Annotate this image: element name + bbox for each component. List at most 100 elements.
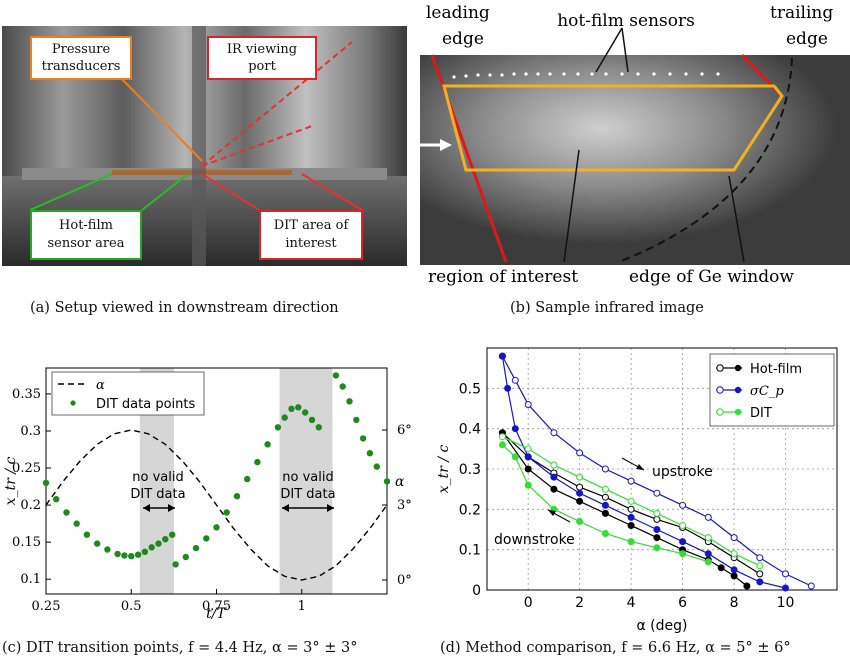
series-4-point-10 xyxy=(756,562,764,570)
setup-callout-lines xyxy=(29,41,363,211)
annot-right-line1: no valid xyxy=(282,470,333,485)
series-1-point-2 xyxy=(550,485,558,493)
caption-a: (a) Setup viewed in downstream direction xyxy=(30,300,339,316)
series-4-point-3 xyxy=(576,473,584,481)
d-ytick-label-2: 0.2 xyxy=(459,502,481,518)
series-3-point-13 xyxy=(782,584,789,592)
series-5-point-1 xyxy=(511,453,519,461)
series-3-point-7 xyxy=(627,513,635,521)
series-3-point-10 xyxy=(704,550,712,558)
legend-alpha-label: α xyxy=(96,378,105,393)
chart-c-xlabel: t/T xyxy=(206,606,227,622)
dit-point-7 xyxy=(114,550,121,558)
series-4-point-1 xyxy=(524,445,532,453)
c-xtick-label-2: 0.75 xyxy=(202,599,231,614)
flow-arrow xyxy=(420,139,452,151)
dit-point-24 xyxy=(254,458,261,466)
legend-cp-swatch-filled xyxy=(734,386,742,394)
series-5-point-8 xyxy=(679,550,687,558)
legend-dit-swatch-open xyxy=(716,408,724,416)
dit-point-5 xyxy=(94,540,101,547)
label-dit-area-of-interest: DIT area of interest xyxy=(259,210,363,260)
annotation-downstroke: downstroke xyxy=(494,509,575,548)
series-3-point-4 xyxy=(550,473,558,481)
roi-pointer-line xyxy=(563,149,580,263)
series-1-point-5 xyxy=(627,522,635,529)
series-4-point-8 xyxy=(704,534,712,542)
series-3-point-6 xyxy=(601,501,609,509)
dit-point-19 xyxy=(203,535,210,542)
dit-point-37 xyxy=(359,435,367,442)
ir-port-callout-line-1 xyxy=(201,41,353,167)
dit-point-26 xyxy=(274,424,282,431)
series-2-point-6 xyxy=(627,477,635,485)
dit-point-30 xyxy=(302,409,309,416)
label-pressure-line2: transducers xyxy=(41,59,121,74)
label-region-of-interest: region of interest xyxy=(428,267,578,287)
dit-point-31 xyxy=(308,416,316,424)
c-rtick-label-1: 3° xyxy=(397,498,412,513)
series-3-point-1 xyxy=(504,384,512,392)
series-0-point-4 xyxy=(601,493,609,501)
series-3-point-9 xyxy=(679,538,687,546)
label-edge-of-ge-window: edge of Ge window xyxy=(629,267,794,287)
dit-point-39 xyxy=(373,463,380,470)
dit-point-32 xyxy=(315,424,322,431)
c-xtick-label-3: 1 xyxy=(298,599,306,614)
d-ytick-label-4: 0.4 xyxy=(459,422,481,438)
series-4-point-0 xyxy=(498,433,506,441)
region-of-interest-box xyxy=(442,84,784,172)
label-trailing-line2: edge xyxy=(786,29,828,49)
series-2-point-10 xyxy=(730,534,738,542)
panel-a-setup-photo: Pressure transducers IR viewing port Hot… xyxy=(2,26,407,266)
series-1-point-4 xyxy=(601,509,609,517)
d-ytick-label-1: 0.1 xyxy=(459,543,481,559)
label-hotfilm-sensors: hot-film sensors xyxy=(557,11,695,31)
dit-callout-line-2 xyxy=(301,173,363,211)
series-2-point-3 xyxy=(550,429,558,437)
panel-b-infrared-image: leading edge hot-film sensors trailing e… xyxy=(414,0,850,300)
series-2-point-4 xyxy=(576,449,584,457)
series-2-point-5 xyxy=(601,465,609,473)
series-2-point-12 xyxy=(782,570,789,578)
hot-film-pointer-lines xyxy=(595,27,629,73)
dit-point-3 xyxy=(73,520,80,527)
caption-c: (c) DIT transition points, f = 4.4 Hz, α… xyxy=(2,640,358,656)
series-3-line xyxy=(501,356,786,589)
series-1-point-6 xyxy=(653,534,661,542)
label-leading-line1: leading xyxy=(426,3,490,23)
c-rtick-label-0: 0° xyxy=(397,573,412,588)
hotfilm-callout-line-1 xyxy=(29,173,113,211)
series-2-point-1 xyxy=(511,376,519,384)
series-0-point-6 xyxy=(653,515,661,523)
dit-point-20 xyxy=(213,524,220,531)
series-4-point-2 xyxy=(550,461,558,469)
dit-point-13 xyxy=(155,540,162,547)
label-ir-line1: IR viewing xyxy=(226,42,298,57)
series-5-point-6 xyxy=(627,538,635,546)
c-ytick-label-3: 0.25 xyxy=(12,461,41,476)
panel-c-chart: 0.25 0.5 0.75 1 0.1 0.15 0.2 0.25 0.3 0.35 0° 3° 6° … xyxy=(0,360,425,640)
legend-dit-label: DIT data points xyxy=(96,397,195,412)
label-hotfilm-line1: Hot-film xyxy=(59,218,113,233)
d-xtick-label-2: 4 xyxy=(627,595,636,611)
series-3-point-0 xyxy=(498,352,506,360)
legend-dit-label-d: DIT xyxy=(750,406,772,421)
annot-right-line2: DIT data xyxy=(280,487,335,502)
dit-point-38 xyxy=(366,450,374,457)
label-hotfilm-sensor-area: Hot-film sensor area xyxy=(30,210,142,260)
c-xtick-label-0: 0.25 xyxy=(32,599,61,614)
series-1-point-1 xyxy=(524,465,532,473)
series-0-point-10 xyxy=(756,570,764,578)
annot-left-line1: no valid xyxy=(132,470,183,485)
infrared-image: leading edge hot-film sensors trailing e… xyxy=(414,0,850,300)
label-leading-line2: edge xyxy=(442,29,484,49)
series-5-point-9 xyxy=(704,558,712,566)
dit-point-10 xyxy=(134,551,142,558)
legend-cp-label: σC_p xyxy=(750,384,784,399)
chart-c-legend-box xyxy=(51,371,205,416)
legend-hotfilm-swatch-filled xyxy=(734,364,742,372)
legend-hotfilm-swatch-open xyxy=(716,364,724,372)
hot-film-sensor-dots xyxy=(452,72,720,79)
series-5-point-7 xyxy=(653,544,661,552)
